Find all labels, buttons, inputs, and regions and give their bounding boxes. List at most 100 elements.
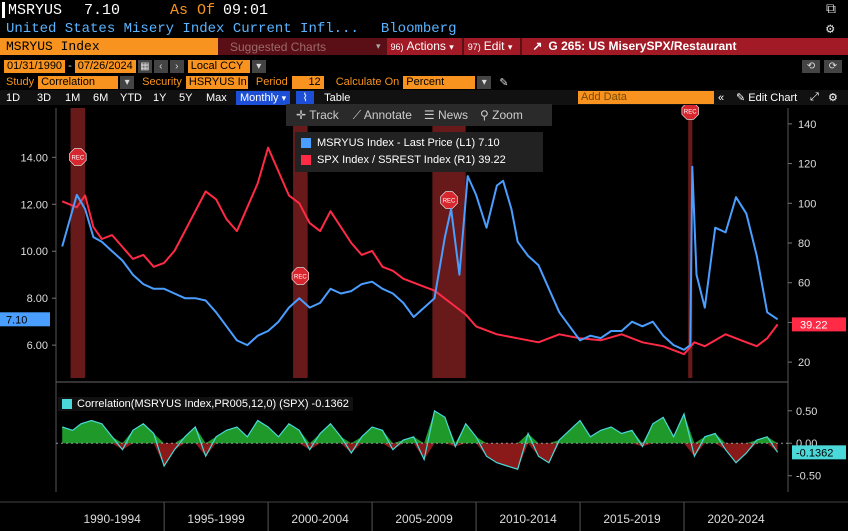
- header-last-price: 7.10: [84, 1, 121, 19]
- period-1d-button[interactable]: 1D: [6, 91, 21, 104]
- actions-label: Actions: [406, 39, 446, 53]
- add-data-input[interactable]: Add Data: [578, 91, 714, 104]
- right-tick-label: 20: [798, 357, 810, 369]
- actions-button[interactable]: 96) Actions ▾: [386, 38, 462, 55]
- chart-title-bar: ↗ G 265: US MiserySPX/Restaurant: [522, 38, 848, 55]
- main-grid: [0, 108, 848, 503]
- x-tick-label: 2015-2019: [603, 512, 661, 526]
- date-end-input[interactable]: 07/26/2024: [74, 59, 136, 73]
- period-ytd-button[interactable]: YTD: [120, 91, 142, 104]
- pencil-icon[interactable]: ✎: [499, 76, 509, 89]
- edit-chevron-icon: ▾: [507, 42, 513, 52]
- news-label: News: [437, 108, 468, 122]
- period-bar: 1D 3D 1M 6M YTD 1Y 5Y Max Monthly ▾ ⌇ Ta…: [0, 90, 848, 105]
- study-chevron-icon[interactable]: ▾: [120, 75, 135, 89]
- x-tick-label: 2010-2014: [499, 512, 557, 526]
- legend-item-msryus[interactable]: MSRYUS Index - Last Price (L1) 7.10: [301, 137, 500, 149]
- period-5y-button[interactable]: 5Y: [179, 91, 193, 104]
- period-input[interactable]: 12: [291, 75, 324, 89]
- header-asof-label: As Of: [170, 1, 216, 19]
- chart-legend: MSRYUS Index - Last Price (L1) 7.10 SPX …: [295, 132, 543, 172]
- last-value-label-msryus: 7.10: [6, 314, 27, 326]
- legend-value-msryus: 7.10: [478, 137, 500, 149]
- rec-marker-label: REC: [443, 199, 456, 205]
- last-value-tag-correlation: [792, 445, 846, 460]
- left-tick-label: 14.00: [20, 152, 48, 164]
- legend-swatch-blue: [301, 138, 311, 148]
- export-icon[interactable]: ↗: [532, 39, 543, 53]
- edit-chart-button[interactable]: ✎ Edit Chart: [736, 91, 797, 104]
- study-select[interactable]: Correlation: [38, 75, 119, 89]
- zoom-tool[interactable]: ⚲ Zoom: [480, 108, 523, 122]
- security-input[interactable]: HSRYUS In: [185, 75, 248, 89]
- legend-item-spx[interactable]: SPX Index / S5REST Index (R1) 39.22: [301, 154, 506, 166]
- currency-select[interactable]: Local CCY: [187, 59, 250, 73]
- chart-settings-icon[interactable]: ⚙: [828, 92, 838, 104]
- rec-marker-label: REC: [294, 275, 307, 281]
- collapse-icon[interactable]: «: [718, 91, 725, 104]
- edit-label: Edit: [483, 39, 505, 53]
- data-source: Bloomberg: [380, 21, 457, 37]
- zoom-icon[interactable]: ⤢: [810, 91, 819, 103]
- correlation-line: [62, 409, 779, 470]
- popout-icon[interactable]: ⧉: [826, 2, 836, 18]
- period-1y-button[interactable]: 1Y: [153, 91, 167, 104]
- suggested-charts-button[interactable]: Suggested Charts: [230, 40, 376, 54]
- news-tool[interactable]: ☰ News: [424, 108, 468, 122]
- right-tick-label: 120: [798, 159, 816, 171]
- actions-number: 96): [390, 42, 404, 52]
- prev-icon[interactable]: ‹: [153, 59, 168, 73]
- date-range-bar: 01/31/1990 - 07/26/2024 ▦ ‹ › Local CCY …: [0, 58, 848, 74]
- chart-type-icon[interactable]: ⌇: [296, 90, 315, 105]
- undo-icon[interactable]: ⟲: [802, 59, 820, 73]
- main-series: [61, 146, 779, 356]
- right-tick-label: 100: [798, 198, 816, 210]
- legend-swatch-red: [301, 155, 311, 165]
- currency-chevron-icon[interactable]: ▾: [251, 59, 266, 73]
- last-value-label-correlation: -0.1362: [796, 447, 833, 459]
- date-start-input[interactable]: 01/31/1990: [4, 59, 66, 73]
- track-tool[interactable]: ✛ Track: [296, 108, 339, 122]
- period-6m-button[interactable]: 6M: [93, 91, 109, 104]
- header-cursor: [2, 2, 5, 18]
- next-icon[interactable]: ›: [169, 59, 184, 73]
- x-tick-label: 2020-2024: [707, 512, 765, 526]
- calculate-on-select[interactable]: Percent: [403, 75, 476, 89]
- period-1m-button[interactable]: 1M: [65, 91, 81, 104]
- series-line-spx-restaurant: [61, 146, 779, 356]
- edit-button[interactable]: 97) Edit ▾: [463, 38, 521, 55]
- period-max-button[interactable]: Max: [206, 91, 227, 104]
- last-value-tag-spx: [792, 317, 846, 332]
- magnifier-icon: ⚲: [480, 108, 489, 122]
- table-button[interactable]: Table: [324, 91, 351, 104]
- period-3d-button[interactable]: 3D: [37, 91, 52, 104]
- left-tick-label: 12.00: [20, 199, 48, 211]
- main-axes: 6.008.0010.0012.0014.0020406080100120140…: [0, 119, 846, 369]
- crosshair-icon: ✛: [296, 108, 307, 122]
- left-tick-label: 10.00: [20, 246, 48, 258]
- calculate-chevron-icon[interactable]: ▾: [477, 75, 492, 89]
- last-value-tag-msryus: [0, 312, 50, 327]
- edit-chart-label: Edit Chart: [748, 92, 798, 104]
- annotate-tool[interactable]: ⟋ Annotate: [353, 108, 412, 123]
- rec-marker-icon: [681, 105, 699, 120]
- left-tick-label: 8.00: [27, 293, 48, 305]
- correlation-negative-area: [62, 443, 778, 470]
- frequency-chevron-icon: ▾: [281, 92, 287, 103]
- frequency-select[interactable]: Monthly ▾: [236, 90, 291, 105]
- rec-marker-label: REC: [71, 156, 84, 162]
- security-box[interactable]: MSRYUS Index: [0, 38, 218, 55]
- track-label: Track: [309, 108, 339, 122]
- x-tick-label: 1995-1999: [187, 512, 245, 526]
- corr-tick-label: -0.50: [796, 471, 821, 483]
- x-tick-label: 2005-2009: [395, 512, 453, 526]
- legend-label-msryus: MSRYUS Index - Last Price (L1): [317, 137, 476, 149]
- legend-value-spx: 39.22: [478, 154, 506, 166]
- redo-icon[interactable]: ⟳: [824, 59, 842, 73]
- study-label: Study: [6, 76, 35, 88]
- chart-tools: ✛ Track ⟋ Annotate ☰ News ⚲ Zoom: [286, 104, 552, 126]
- settings-icon[interactable]: ⚙: [826, 22, 835, 38]
- correlation-legend[interactable]: Correlation(MSRYUS Index,PR005,12,0) (SP…: [58, 397, 353, 411]
- calendar-icon[interactable]: ▦: [137, 59, 152, 73]
- x-axis: 1990-1994 1995-1999 2000-2004 2005-2009 2010…: [83, 502, 765, 531]
